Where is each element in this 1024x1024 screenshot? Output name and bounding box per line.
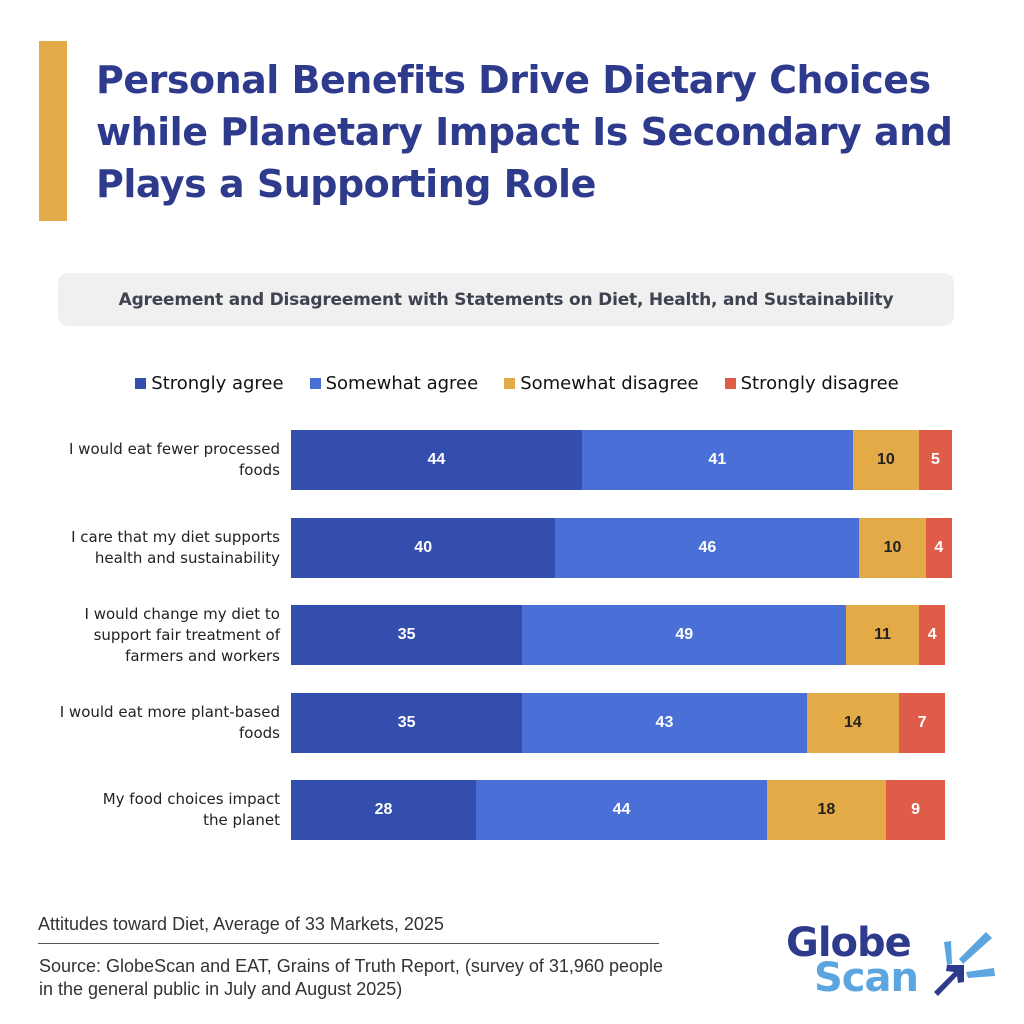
legend-item-somewhat-disagree: Somewhat disagree — [504, 373, 699, 394]
page-title: Personal Benefits Drive Dietary Choices … — [96, 58, 953, 206]
bar-segment-somewhat-agree: 49 — [522, 605, 847, 665]
legend-item-strongly-agree: Strongly agree — [135, 373, 284, 394]
bar-segment-strongly-disagree: 4 — [918, 605, 946, 665]
legend-swatch — [724, 378, 736, 389]
data-label: 14 — [843, 713, 862, 731]
data-label: 9 — [911, 801, 921, 818]
legend-label: Strongly disagree — [740, 373, 899, 394]
bar-segment-strongly-disagree: 4 — [925, 517, 952, 578]
logo-text-globe: Globe — [786, 920, 912, 966]
bar-segment-strongly-agree: 28 — [291, 780, 477, 840]
data-label: 44 — [427, 451, 446, 468]
data-label: 28 — [374, 801, 393, 818]
title-accent-bar — [39, 41, 67, 221]
data-label: 7 — [917, 713, 927, 731]
legend-swatch — [135, 378, 147, 389]
data-label: 44 — [612, 801, 631, 818]
category-label: My food choices impact the planet — [102, 790, 280, 829]
data-label: 46 — [698, 538, 717, 556]
bar-segment-somewhat-agree: 43 — [522, 692, 807, 753]
data-label: 18 — [817, 801, 836, 818]
legend-item-strongly-disagree: Strongly disagree — [724, 373, 899, 394]
legend-swatch — [504, 378, 516, 389]
legend-label: Strongly agree — [151, 373, 284, 394]
bar-segment-somewhat-agree: 46 — [555, 517, 860, 578]
data-label: 11 — [874, 626, 892, 643]
bar-segment-strongly-disagree: 7 — [899, 692, 946, 753]
bar-segment-strongly-disagree: 9 — [885, 780, 946, 840]
bar-segment-somewhat-disagree: 10 — [852, 430, 919, 490]
data-label: 35 — [397, 713, 416, 731]
chart-legend: Strongly agree Somewhat agree Somewhat d… — [0, 373, 1024, 394]
burst-arrow-icon — [934, 932, 995, 996]
legend-label: Somewhat agree — [325, 373, 479, 394]
bar-segment-strongly-disagree: 5 — [918, 430, 952, 490]
bar-segment-strongly-agree: 44 — [291, 430, 582, 490]
footer-divider — [38, 943, 659, 944]
bar-segment-strongly-agree: 40 — [291, 517, 556, 578]
legend-label: Somewhat disagree — [520, 373, 699, 394]
legend-item-somewhat-agree: Somewhat agree — [309, 373, 479, 394]
bar-segment-somewhat-agree: 41 — [581, 430, 853, 490]
category-label: I would eat more plant-based foods — [59, 702, 280, 742]
globescan-logo: Globe Scan — [786, 922, 1006, 1002]
category-label: I would eat fewer processed foods — [68, 440, 280, 479]
data-label: 43 — [655, 713, 674, 731]
footer-caption: Attitudes toward Diet, Average of 33 Mar… — [38, 914, 444, 934]
data-label: 49 — [675, 626, 694, 643]
bar-segment-somewhat-disagree: 18 — [766, 780, 886, 840]
bar-segment-somewhat-disagree: 11 — [846, 605, 919, 665]
data-label: 40 — [414, 538, 433, 556]
bar-segment-somewhat-disagree: 14 — [806, 692, 900, 753]
chart-title: Agreement and Disagreement with Statemen… — [118, 289, 894, 310]
data-label: 5 — [931, 451, 940, 468]
data-label: 4 — [927, 626, 937, 643]
chart-title-box: Agreement and Disagreement with Statemen… — [58, 273, 954, 326]
category-label: I would change my diet to support fair tr… — [84, 604, 280, 665]
data-label: 41 — [708, 451, 727, 468]
legend-swatch — [309, 378, 321, 389]
category-label: I care that my diet supports health and s… — [71, 527, 280, 567]
bar-segment-somewhat-agree: 44 — [476, 780, 767, 840]
logo-text-scan: Scan — [814, 955, 919, 1001]
data-label: 4 — [934, 538, 944, 556]
bar-segment-strongly-agree: 35 — [291, 605, 523, 665]
stacked-bar-chart: I would eat fewer processed foods 44 41 10 5 I… — [59, 430, 952, 840]
data-label: 10 — [883, 538, 902, 556]
bar-segment-strongly-agree: 35 — [291, 692, 523, 753]
bar-segment-somewhat-disagree: 10 — [859, 517, 926, 578]
data-label: 35 — [397, 626, 416, 643]
data-label: 10 — [876, 451, 895, 468]
footer-source: Source: GlobeScan and EAT, Grains of Tru… — [39, 956, 664, 999]
